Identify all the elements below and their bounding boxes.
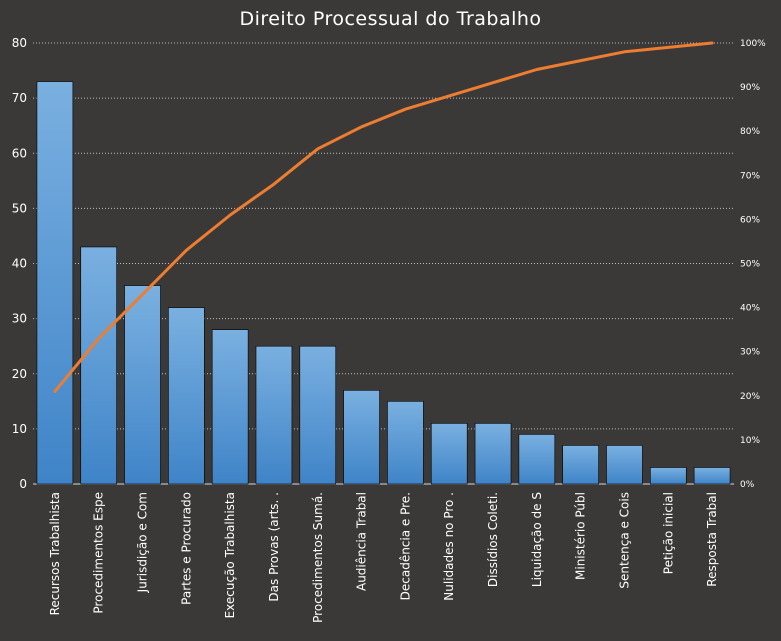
x-tick-label: Resposta Trabal [705,492,719,587]
bar [343,389,380,485]
x-tick-label: Liquidação de S [530,492,544,587]
bar [606,445,643,485]
y-tick-label-left: 80 [12,36,27,50]
y-tick-label-right: 100% [740,39,766,49]
bar [299,345,337,485]
bar [124,285,161,485]
y-tick-label-left: 70 [12,91,27,105]
cumulative-line-series [53,41,714,393]
y-tick-label-right: 40% [740,304,760,314]
x-tick-label: Recursos Trabalhista [48,492,62,615]
bar [518,434,556,485]
x-tick-label: Das Provas (arts. . [267,492,281,602]
y-tick-label-left: 50 [12,201,27,215]
x-tick-label: Audiência Trabal [355,492,369,591]
y-tick-label-right: 10% [740,436,760,446]
x-tick-label: Sentença e Cois [617,492,631,589]
y-tick-label-left: 40 [12,257,27,271]
y-tick-label-right: 60% [740,215,760,225]
x-tick-label: Petição inicial [661,492,675,574]
cumulative-line [53,41,714,393]
y-tick-label-right: 30% [740,348,760,358]
x-tick-label: Procedimentos Sumá. [311,492,325,623]
y-tick-label-right: 90% [740,83,760,93]
y-tick-label-right: 20% [740,392,760,402]
x-tick-label: Decadência e Pre. [398,492,412,600]
y-tick-label-right: 50% [740,260,760,270]
bar [36,81,74,485]
bar [168,307,205,485]
bar [430,423,468,485]
bar [387,401,424,485]
bar [650,467,687,485]
x-tick-label: Procedimentos Espe [92,492,106,614]
y-tick-label-left: 20 [12,367,27,381]
category-labels: Recursos Trabalhista Procedimentos Espe Ju… [48,492,719,623]
chart-title: Direito Processual do Trabalho [239,8,542,30]
bar [693,467,731,485]
x-tick-label: Jurisdição e Com [136,492,150,593]
y-tick-label-left: 0 [19,477,27,491]
y-tick-label-right: 70% [740,171,760,181]
bar [474,423,512,485]
x-tick-label: Dissídios Coleti. [486,492,500,587]
y-tick-label-right: 80% [740,127,760,137]
x-tick-label: Ministério Públ [574,492,588,580]
x-tick-label: Partes e Procurado [179,492,193,605]
bar [211,329,249,485]
y-tick-label-left: 10 [12,422,27,436]
x-tick-label: Execução Trabalhista [223,492,237,618]
right-axis: 0% 10% 20% 30% 40% 50% 60% 70% 80% 90% 100% [740,39,766,490]
y-tick-label-left: 60 [12,146,27,160]
y-tick-label-left: 30 [12,312,27,326]
x-tick-label: Nulidades no Pro . [442,492,456,601]
bar [255,345,293,485]
bar [80,246,117,485]
bar-series [36,81,731,485]
y-tick-label-right: 0% [740,480,755,490]
left-axis: 0 10 20 30 40 50 60 70 80 [12,36,27,491]
bar [562,445,599,485]
